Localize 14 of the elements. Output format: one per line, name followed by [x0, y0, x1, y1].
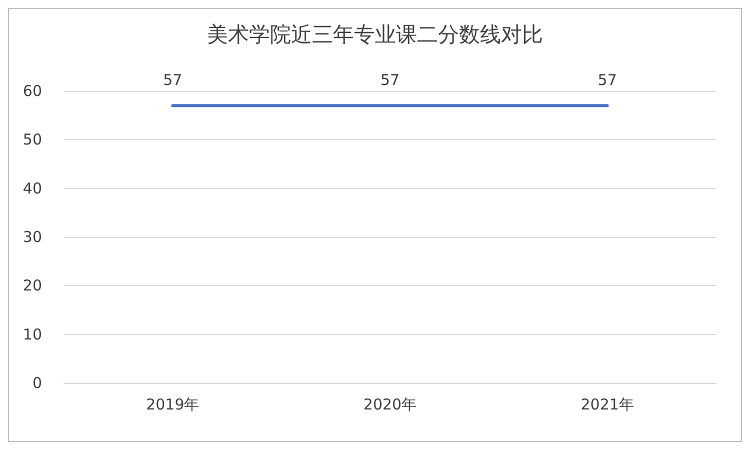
data-label: 57: [598, 71, 617, 90]
chart-title: 美术学院近三年专业课二分数线对比: [207, 22, 543, 46]
y-tick-label: 30: [22, 228, 42, 246]
data-label: 57: [380, 71, 400, 90]
x-tick-label: 2021年: [580, 396, 634, 414]
y-tick-label: 60: [22, 82, 42, 100]
x-tick-label: 2020年: [363, 396, 417, 414]
y-tick-label: 40: [22, 179, 42, 198]
y-tick-label: 0: [32, 374, 42, 392]
y-tick-label: 10: [22, 325, 42, 344]
y-tick-label: 20: [22, 276, 42, 295]
x-tick-label: 2019年: [146, 396, 200, 414]
y-tick-label: 50: [22, 130, 42, 149]
data-label: 57: [163, 71, 182, 90]
